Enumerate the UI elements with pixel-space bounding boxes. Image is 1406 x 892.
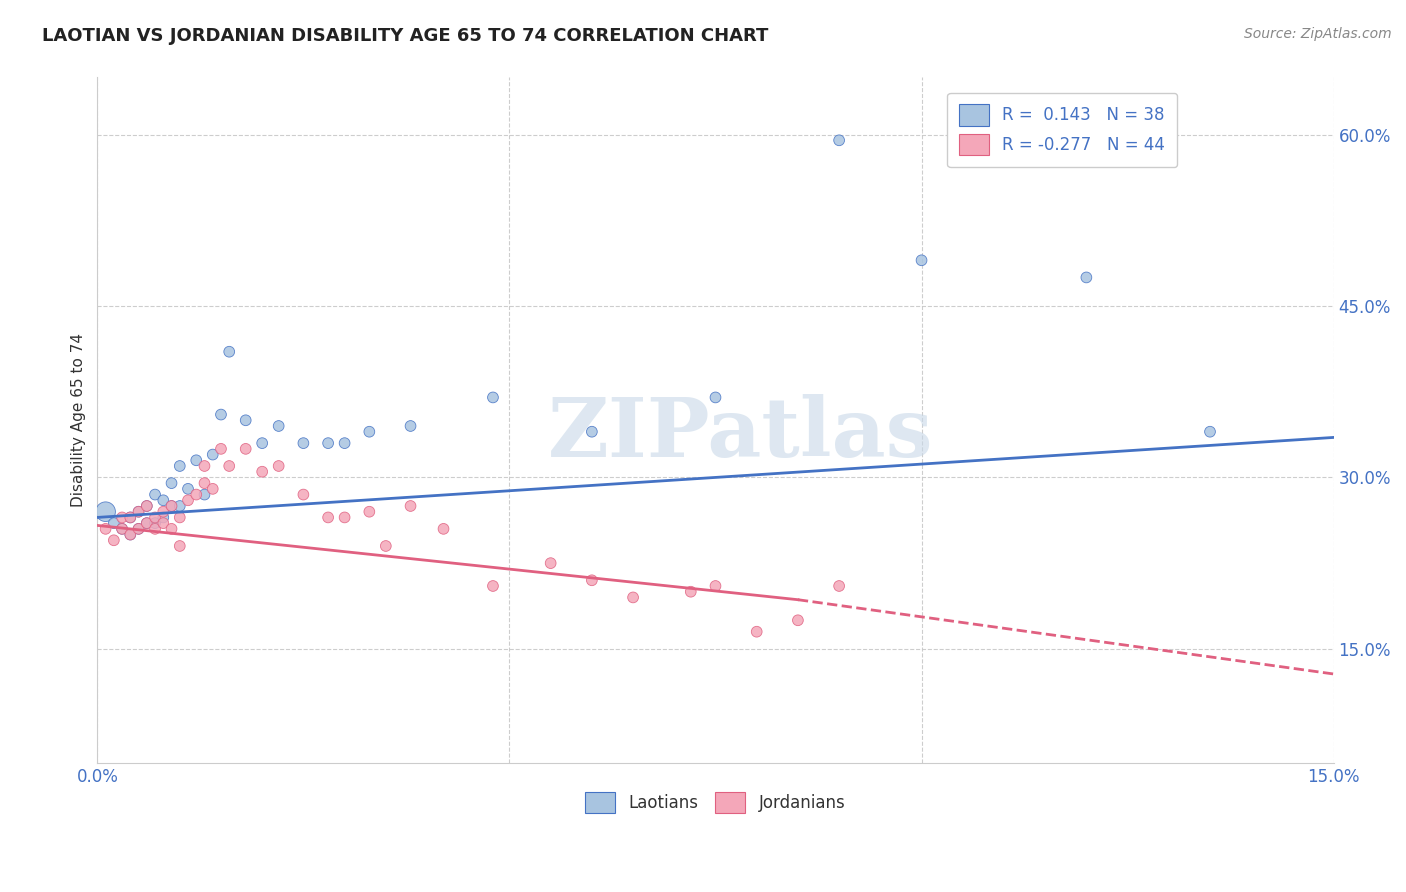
Point	[333, 436, 356, 450]
Point	[267, 458, 290, 473]
Point	[292, 487, 315, 501]
Point	[143, 487, 166, 501]
Point	[177, 493, 200, 508]
Point	[193, 487, 215, 501]
Point	[186, 453, 208, 467]
Point	[828, 133, 851, 147]
Point	[316, 510, 339, 524]
Point	[250, 465, 273, 479]
Point	[152, 516, 174, 530]
Point	[333, 510, 356, 524]
Point	[135, 499, 157, 513]
Text: Source: ZipAtlas.com: Source: ZipAtlas.com	[1244, 27, 1392, 41]
Point	[103, 533, 125, 548]
Point	[135, 499, 157, 513]
Point	[745, 624, 768, 639]
Point	[111, 522, 134, 536]
Point	[235, 442, 257, 456]
Point	[128, 522, 150, 536]
Point	[399, 499, 422, 513]
Point	[160, 476, 183, 491]
Point	[1076, 270, 1098, 285]
Point	[399, 419, 422, 434]
Point	[201, 448, 224, 462]
Point	[120, 510, 142, 524]
Point	[128, 505, 150, 519]
Point	[135, 516, 157, 530]
Point	[787, 613, 810, 627]
Point	[482, 391, 505, 405]
Point	[186, 487, 208, 501]
Point	[143, 522, 166, 536]
Point	[152, 493, 174, 508]
Point	[193, 476, 215, 491]
Point	[143, 510, 166, 524]
Point	[267, 419, 290, 434]
Point	[177, 482, 200, 496]
Point	[152, 505, 174, 519]
Point	[218, 458, 240, 473]
Point	[120, 527, 142, 541]
Point	[704, 579, 727, 593]
Text: ZIPatlas: ZIPatlas	[547, 394, 934, 474]
Point	[120, 527, 142, 541]
Point	[111, 522, 134, 536]
Point	[540, 556, 562, 570]
Point	[581, 574, 603, 588]
Point	[160, 499, 183, 513]
Point	[679, 584, 702, 599]
Point	[128, 522, 150, 536]
Point	[169, 510, 191, 524]
Point	[143, 516, 166, 530]
Point	[581, 425, 603, 439]
Point	[193, 458, 215, 473]
Point	[235, 413, 257, 427]
Legend: Laotians, Jordanians: Laotians, Jordanians	[575, 782, 855, 823]
Point	[482, 579, 505, 593]
Point	[704, 391, 727, 405]
Point	[128, 505, 150, 519]
Point	[621, 591, 644, 605]
Point	[209, 408, 232, 422]
Point	[374, 539, 396, 553]
Point	[218, 344, 240, 359]
Point	[209, 442, 232, 456]
Text: LAOTIAN VS JORDANIAN DISABILITY AGE 65 TO 74 CORRELATION CHART: LAOTIAN VS JORDANIAN DISABILITY AGE 65 T…	[42, 27, 769, 45]
Point	[359, 425, 381, 439]
Point	[120, 510, 142, 524]
Point	[828, 579, 851, 593]
Point	[201, 482, 224, 496]
Point	[103, 516, 125, 530]
Point	[152, 510, 174, 524]
Point	[250, 436, 273, 450]
Point	[111, 510, 134, 524]
Point	[94, 522, 117, 536]
Y-axis label: Disability Age 65 to 74: Disability Age 65 to 74	[72, 334, 86, 508]
Point	[910, 253, 932, 268]
Point	[169, 499, 191, 513]
Point	[160, 522, 183, 536]
Point	[135, 516, 157, 530]
Point	[1199, 425, 1222, 439]
Point	[169, 539, 191, 553]
Point	[160, 499, 183, 513]
Point	[432, 522, 454, 536]
Point	[359, 505, 381, 519]
Point	[292, 436, 315, 450]
Point	[316, 436, 339, 450]
Point	[94, 505, 117, 519]
Point	[169, 458, 191, 473]
